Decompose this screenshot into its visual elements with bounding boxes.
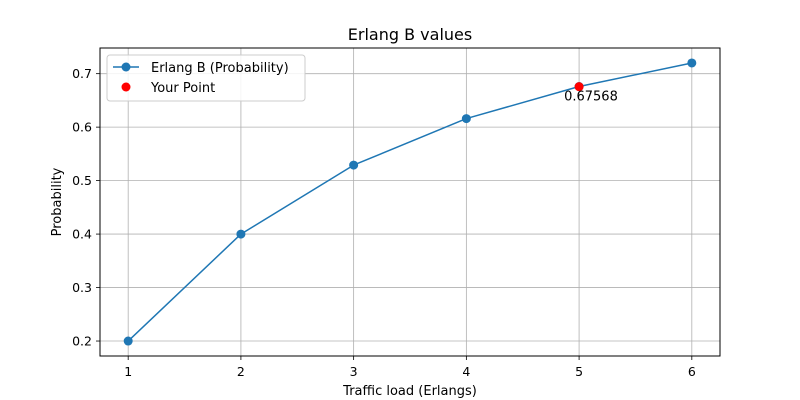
x-tick-label: 6	[688, 364, 696, 379]
x-axis-label: Traffic load (Erlangs)	[342, 384, 477, 399]
x-tick-label: 3	[350, 364, 358, 379]
x-tick-label: 1	[124, 364, 132, 379]
y-axis-label: Probability	[50, 167, 65, 236]
x-tick-label: 2	[237, 364, 245, 379]
chart-title: Erlang B values	[348, 25, 472, 44]
erlang-b-point	[461, 114, 471, 124]
x-tick-label: 4	[462, 364, 470, 379]
y-tick-label: 0.4	[72, 227, 92, 242]
series-layer	[123, 58, 697, 346]
x-tick-label: 5	[575, 364, 583, 379]
y-tick-label: 0.7	[72, 66, 92, 81]
y-tick-label: 0.3	[72, 280, 92, 295]
y-tick-label: 0.5	[72, 173, 92, 188]
erlang-b-line	[127, 62, 692, 342]
erlang-b-point	[123, 336, 133, 346]
y-tick-label: 0.6	[72, 120, 92, 135]
erlang-b-point	[349, 160, 359, 170]
plot-area-frame	[99, 47, 721, 357]
erlang-b-point	[687, 58, 697, 68]
legend-line-marker	[121, 62, 131, 72]
legend-label-your-point: Your Point	[150, 81, 215, 96]
legend-point-marker	[121, 82, 131, 92]
annotation-layer: 0.67568	[564, 90, 618, 105]
grid	[100, 48, 720, 356]
legend-box	[106, 54, 306, 102]
y-tick-label: 0.2	[72, 334, 92, 349]
point-value-annotation: 0.67568	[564, 90, 618, 105]
legend-label-erlang-b: Erlang B (Probability)	[151, 61, 289, 76]
ticks: 1 2 3 4 5 6 0.2 0.3 0.4 0.5 0.6 0.7	[72, 66, 696, 379]
legend: Erlang B (Probability) Your Point	[106, 54, 306, 102]
your-point-marker	[574, 82, 584, 92]
erlang-b-point	[236, 229, 246, 239]
